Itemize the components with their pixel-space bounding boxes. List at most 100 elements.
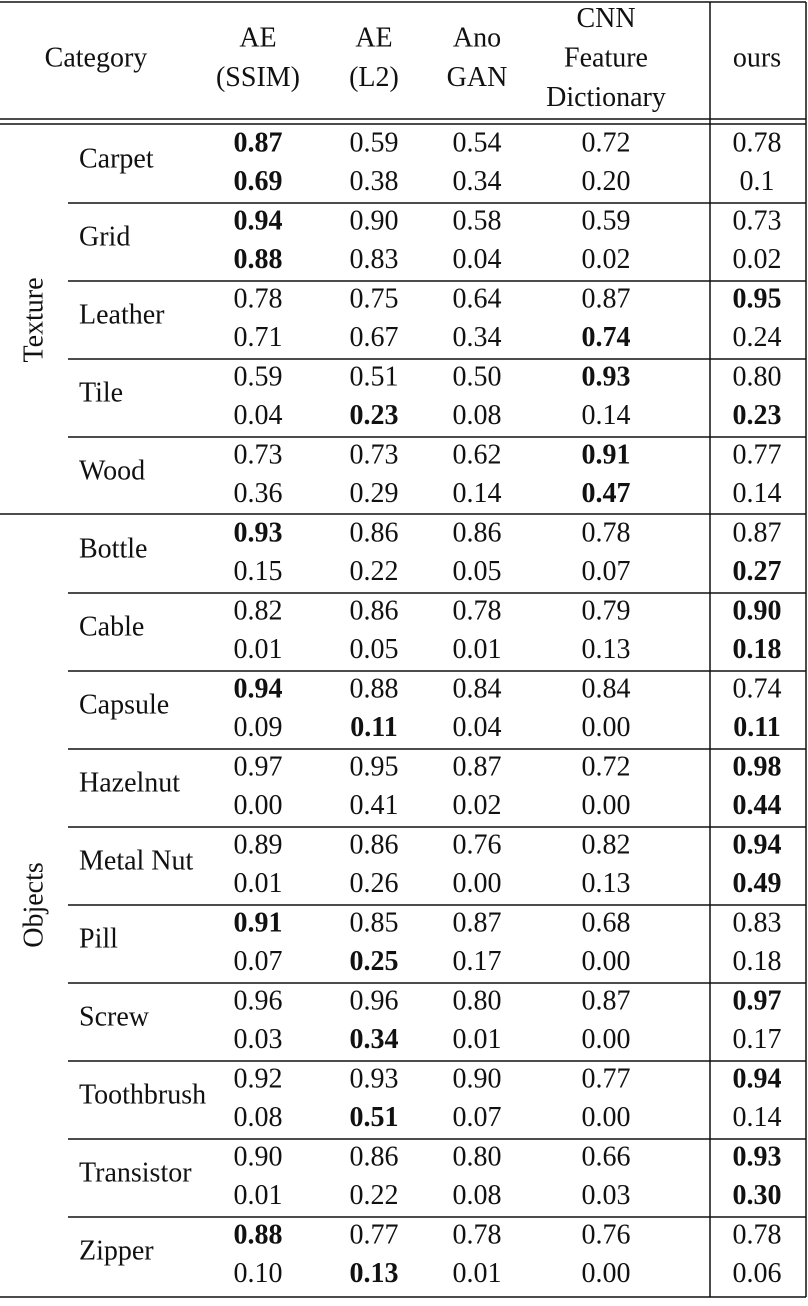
score: 0.77 xyxy=(582,1063,631,1094)
category-name: Toothbrush xyxy=(79,1079,206,1110)
score: 0.51 xyxy=(350,1102,399,1133)
category-name: Grid xyxy=(79,221,130,252)
score: 0.07 xyxy=(234,946,283,977)
score: 0.04 xyxy=(453,244,502,275)
category-name: Carpet xyxy=(79,143,154,174)
score: 0.93 xyxy=(733,1141,782,1172)
score: 0.08 xyxy=(453,1180,502,1211)
score: 0.78 xyxy=(453,1219,502,1250)
category-name: Pill xyxy=(79,923,118,954)
score: 0.00 xyxy=(234,790,283,821)
score: 0.75 xyxy=(350,283,399,314)
score: 0.22 xyxy=(350,556,399,587)
score: 0.23 xyxy=(733,400,782,431)
score: 0.00 xyxy=(582,946,631,977)
score: 0.30 xyxy=(733,1180,782,1211)
score: 0.72 xyxy=(582,751,631,782)
score: 0.84 xyxy=(582,673,631,704)
score: 0.71 xyxy=(234,322,283,353)
score: 0.73 xyxy=(733,205,782,236)
score: 0.13 xyxy=(582,634,631,665)
score: 0.14 xyxy=(453,478,502,509)
category-name: Transistor xyxy=(79,1157,192,1188)
score: 0.09 xyxy=(234,712,283,743)
score: 0.96 xyxy=(350,985,399,1016)
score: 0.95 xyxy=(733,283,782,314)
score: 0.03 xyxy=(234,1024,283,1055)
column-header: ours xyxy=(733,42,781,73)
score: 0.77 xyxy=(733,439,782,470)
score: 0.1 xyxy=(740,166,775,197)
column-header: Dictionary xyxy=(546,82,666,113)
score: 0.00 xyxy=(453,868,502,899)
score: 0.93 xyxy=(582,361,631,392)
score: 0.82 xyxy=(582,829,631,860)
score: 0.90 xyxy=(350,205,399,236)
score: 0.79 xyxy=(582,595,631,626)
score: 0.11 xyxy=(350,712,397,743)
score: 0.94 xyxy=(234,205,283,236)
score: 0.91 xyxy=(582,439,631,470)
score: 0.88 xyxy=(350,673,399,704)
score: 0.69 xyxy=(234,166,283,197)
score: 0.08 xyxy=(453,400,502,431)
score: 0.86 xyxy=(350,517,399,548)
score: 0.92 xyxy=(234,1063,283,1094)
score: 0.59 xyxy=(582,205,631,236)
score: 0.50 xyxy=(453,361,502,392)
score: 0.01 xyxy=(234,634,283,665)
column-header: Category xyxy=(45,42,148,73)
score: 0.87 xyxy=(582,985,631,1016)
score: 0.05 xyxy=(453,556,502,587)
score: 0.20 xyxy=(582,166,631,197)
score: 0.62 xyxy=(453,439,502,470)
column-header: AE xyxy=(239,23,276,54)
score: 0.04 xyxy=(234,400,283,431)
column-header: AE xyxy=(355,23,392,54)
score: 0.49 xyxy=(733,868,782,899)
score: 0.84 xyxy=(453,673,502,704)
score: 0.01 xyxy=(453,634,502,665)
score: 0.77 xyxy=(350,1219,399,1250)
score: 0.87 xyxy=(234,127,283,158)
category-name: Leather xyxy=(79,299,165,330)
column-header: (L2) xyxy=(349,62,399,93)
column-header: Feature xyxy=(564,42,648,73)
score: 0.97 xyxy=(733,985,782,1016)
score: 0.59 xyxy=(350,127,399,158)
score: 0.36 xyxy=(234,478,283,509)
score: 0.85 xyxy=(350,907,399,938)
score: 0.94 xyxy=(733,1063,782,1094)
score: 0.07 xyxy=(582,556,631,587)
category-name: Zipper xyxy=(79,1235,154,1266)
category-name: Capsule xyxy=(79,689,169,720)
score: 0.82 xyxy=(234,595,283,626)
score: 0.17 xyxy=(733,1024,782,1055)
score: 0.83 xyxy=(350,244,399,275)
score: 0.72 xyxy=(582,127,631,158)
score: 0.27 xyxy=(733,556,782,587)
score: 0.00 xyxy=(582,1024,631,1055)
score: 0.01 xyxy=(453,1024,502,1055)
score: 0.15 xyxy=(234,556,283,587)
score: 0.87 xyxy=(733,517,782,548)
score: 0.22 xyxy=(350,1180,399,1211)
score: 0.24 xyxy=(733,322,782,353)
score: 0.89 xyxy=(234,829,283,860)
score: 0.11 xyxy=(733,712,780,743)
score: 0.13 xyxy=(582,868,631,899)
score: 0.34 xyxy=(453,322,502,353)
score: 0.26 xyxy=(350,868,399,899)
column-header: GAN xyxy=(447,62,508,93)
score: 0.02 xyxy=(733,244,782,275)
score: 0.14 xyxy=(582,400,631,431)
score: 0.00 xyxy=(582,712,631,743)
score: 0.14 xyxy=(733,478,782,509)
score: 0.94 xyxy=(733,829,782,860)
score: 0.78 xyxy=(234,283,283,314)
category-name: Hazelnut xyxy=(79,767,180,798)
score: 0.54 xyxy=(453,127,502,158)
score: 0.86 xyxy=(350,1141,399,1172)
score: 0.25 xyxy=(350,946,399,977)
